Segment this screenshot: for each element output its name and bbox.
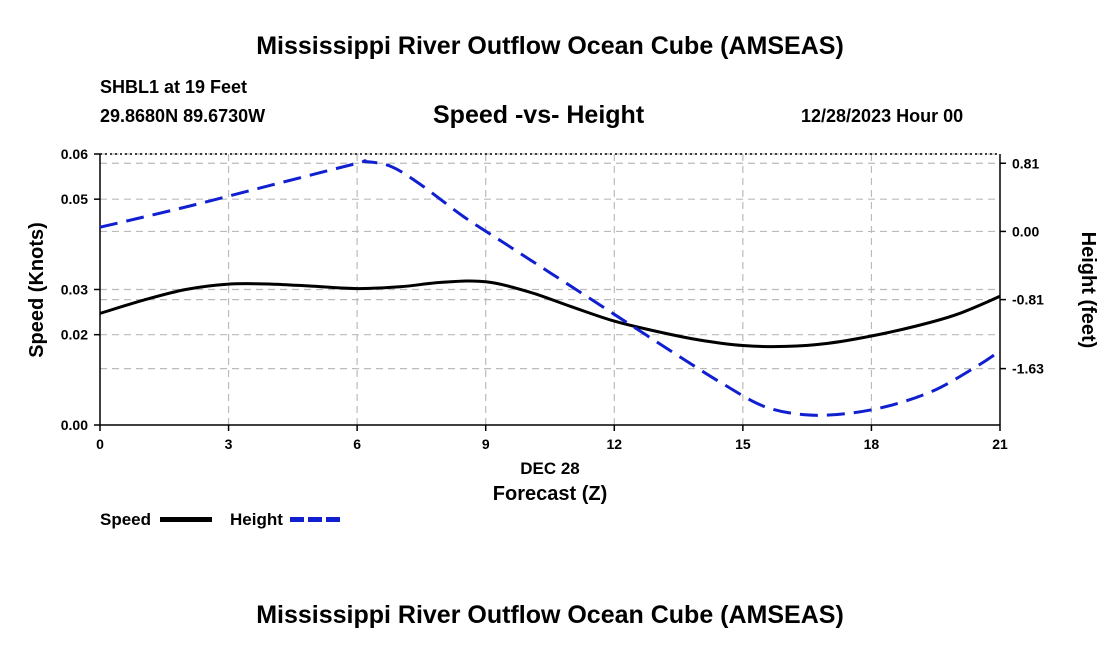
legend-height-swatch bbox=[290, 517, 342, 522]
x-tick-label: 3 bbox=[225, 436, 233, 452]
x-tick-label: 6 bbox=[353, 436, 361, 452]
footer-title: Mississippi River Outflow Ocean Cube (AM… bbox=[256, 601, 844, 629]
y-tick-label: 0.05 bbox=[61, 191, 88, 207]
y-tick-label: 0.00 bbox=[61, 417, 88, 433]
legend-height-label: Height bbox=[230, 510, 283, 529]
y2-tick-label: -0.81 bbox=[1012, 292, 1044, 308]
legend-speed-label: Speed bbox=[100, 510, 152, 529]
y2-tick-label: 0.81 bbox=[1012, 155, 1039, 171]
x-tick-label: 0 bbox=[96, 436, 104, 452]
station-coords: 29.8680N 89.6730W bbox=[100, 106, 266, 126]
y2-axis-title: Height (feet) bbox=[1077, 232, 1099, 349]
station-label: SHBL1 at 19 Feet bbox=[100, 77, 248, 97]
x-tick-label: 12 bbox=[606, 436, 622, 452]
series-line-height bbox=[99, 159, 1001, 417]
x-tick-label: 21 bbox=[992, 436, 1008, 452]
series-line-speed bbox=[99, 279, 1001, 349]
x-axis-title: Forecast (Z) bbox=[493, 483, 607, 505]
x-tick-label: 18 bbox=[864, 436, 880, 452]
y-tick-label: 0.02 bbox=[61, 327, 88, 343]
chart-subtitle: Speed -vs- Height bbox=[433, 101, 645, 129]
page-title: Mississippi River Outflow Ocean Cube (AM… bbox=[256, 32, 844, 60]
y-tick-label: 0.03 bbox=[61, 282, 88, 298]
x-axis-date: DEC 28 bbox=[520, 459, 580, 478]
x-tick-label: 9 bbox=[482, 436, 490, 452]
y-axis-title: Speed (Knots) bbox=[26, 222, 48, 358]
legend-speed-swatch bbox=[160, 517, 212, 522]
y2-tick-label: 0.00 bbox=[1012, 223, 1039, 239]
y-tick-label: 0.06 bbox=[61, 146, 88, 162]
forecast-datetime: 12/28/2023 Hour 00 bbox=[801, 106, 964, 126]
y2-tick-label: -1.63 bbox=[1012, 361, 1044, 377]
x-tick-label: 15 bbox=[735, 436, 751, 452]
